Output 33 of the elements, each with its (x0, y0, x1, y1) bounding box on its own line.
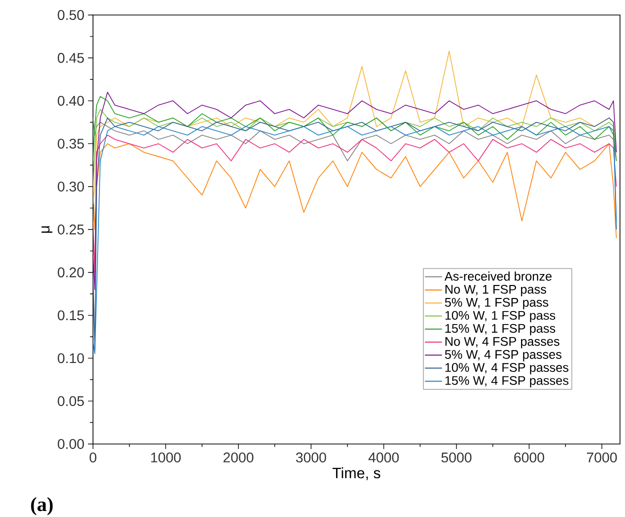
legend-label: 15% W, 1 FSP pass (445, 324, 556, 336)
line-series (93, 96, 617, 162)
y-tick-label: 0.20 (58, 267, 84, 278)
x-tick-label: 5000 (441, 452, 472, 462)
y-tick-label: 0.30 (58, 182, 84, 192)
legend-label: 15% W, 4 FSP passes (445, 376, 568, 388)
legend-label: 5% W, 1 FSP pass (444, 298, 548, 310)
y-tick-label: 0.00 (58, 439, 84, 449)
x-tick-label: 3000 (296, 452, 326, 462)
text: (a) (31, 497, 53, 516)
y-axis-title: μ (42, 226, 52, 233)
x-tick-label: 7000 (586, 452, 617, 462)
y-tick-label: 0.45 (58, 52, 84, 63)
legend-label: 10% W, 1 FSP pass (445, 310, 556, 322)
line-series (93, 143, 617, 238)
x-tick-label: 6000 (514, 452, 544, 462)
x-axis-title: Time, s (332, 467, 380, 480)
legend-label: No W, 1 FSP pass (446, 284, 546, 296)
y-tick-label: 0.40 (58, 96, 84, 106)
x-tick-label: 4000 (368, 452, 399, 462)
legend-label: 5% W, 4 FSP passes (444, 350, 562, 362)
x-tick-label: 1000 (151, 452, 181, 462)
y-tick-label: 0.35 (58, 138, 84, 149)
x-tick-label: 0 (90, 452, 96, 462)
y-tick-label: 0.10 (58, 353, 84, 364)
y-tick-label: 0.15 (58, 310, 84, 320)
x-tick-label: 2000 (224, 452, 254, 462)
legend-label: No W, 4 FSP passes (446, 337, 560, 348)
legend-label: 10% W, 4 FSP passes (445, 363, 568, 374)
y-tick-label: 0.05 (58, 396, 84, 406)
y-tick-label: 0.25 (58, 224, 84, 234)
y-tick-label: 0.50 (58, 10, 84, 20)
legend-label: As-received bronze (444, 272, 552, 281)
